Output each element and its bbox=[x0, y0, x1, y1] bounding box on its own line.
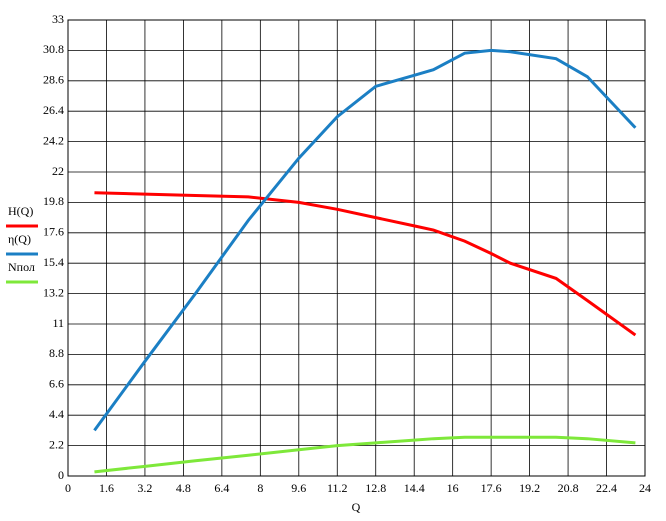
y-tick-label: 0 bbox=[58, 468, 64, 482]
y-tick-label: 15.4 bbox=[43, 255, 64, 269]
plot-frame bbox=[67, 19, 646, 477]
y-tick-label: 33 bbox=[52, 12, 64, 26]
x-tick-label: 9.6 bbox=[291, 481, 306, 495]
y-tick-label: 8.8 bbox=[49, 346, 64, 360]
y-tick-label: 11 bbox=[52, 316, 64, 330]
y-tick-label: 6.6 bbox=[49, 377, 64, 391]
x-tick-label: 19.2 bbox=[519, 481, 540, 495]
x-tick-label: 14.4 bbox=[404, 481, 425, 495]
series-line bbox=[94, 191, 637, 337]
x-tick-label: 1.6 bbox=[99, 481, 114, 495]
y-tick-label: 2.2 bbox=[49, 437, 64, 451]
y-tick-label: 13.2 bbox=[43, 285, 64, 299]
y-tick-label: 26.4 bbox=[43, 103, 64, 117]
series-line bbox=[93, 48, 637, 432]
x-tick-label: 4.8 bbox=[176, 481, 191, 495]
y-tick-label: 30.8 bbox=[43, 42, 64, 56]
x-tick-label: 24 bbox=[639, 481, 651, 495]
x-tick-label: 22.4 bbox=[596, 481, 617, 495]
y-tick-label: 28.6 bbox=[43, 73, 64, 87]
legend-label: η(Q) bbox=[8, 232, 31, 246]
x-tick-label: 6.4 bbox=[214, 481, 229, 495]
x-tick-label: 8 bbox=[257, 481, 263, 495]
y-tick-label: 19.8 bbox=[43, 194, 64, 208]
x-tick-label: 11.2 bbox=[327, 481, 348, 495]
y-tick-label: 24.2 bbox=[43, 133, 64, 147]
y-tick-label: 22 bbox=[52, 164, 64, 178]
x-tick-label: 0 bbox=[65, 481, 71, 495]
y-tick-label: 17.6 bbox=[43, 225, 64, 239]
x-tick-label: 17.6 bbox=[481, 481, 502, 495]
x-tick-label: 20.8 bbox=[558, 481, 579, 495]
legend-label: H(Q) bbox=[8, 204, 33, 218]
y-tick-label: 4.4 bbox=[49, 407, 64, 421]
x-tick-label: 12.8 bbox=[365, 481, 386, 495]
series-line bbox=[94, 435, 636, 474]
x-tick-label: 3.2 bbox=[137, 481, 152, 495]
x-tick-label: 16 bbox=[447, 481, 459, 495]
x-axis-label: Q bbox=[352, 500, 361, 514]
legend-label: Nпол bbox=[8, 260, 35, 274]
